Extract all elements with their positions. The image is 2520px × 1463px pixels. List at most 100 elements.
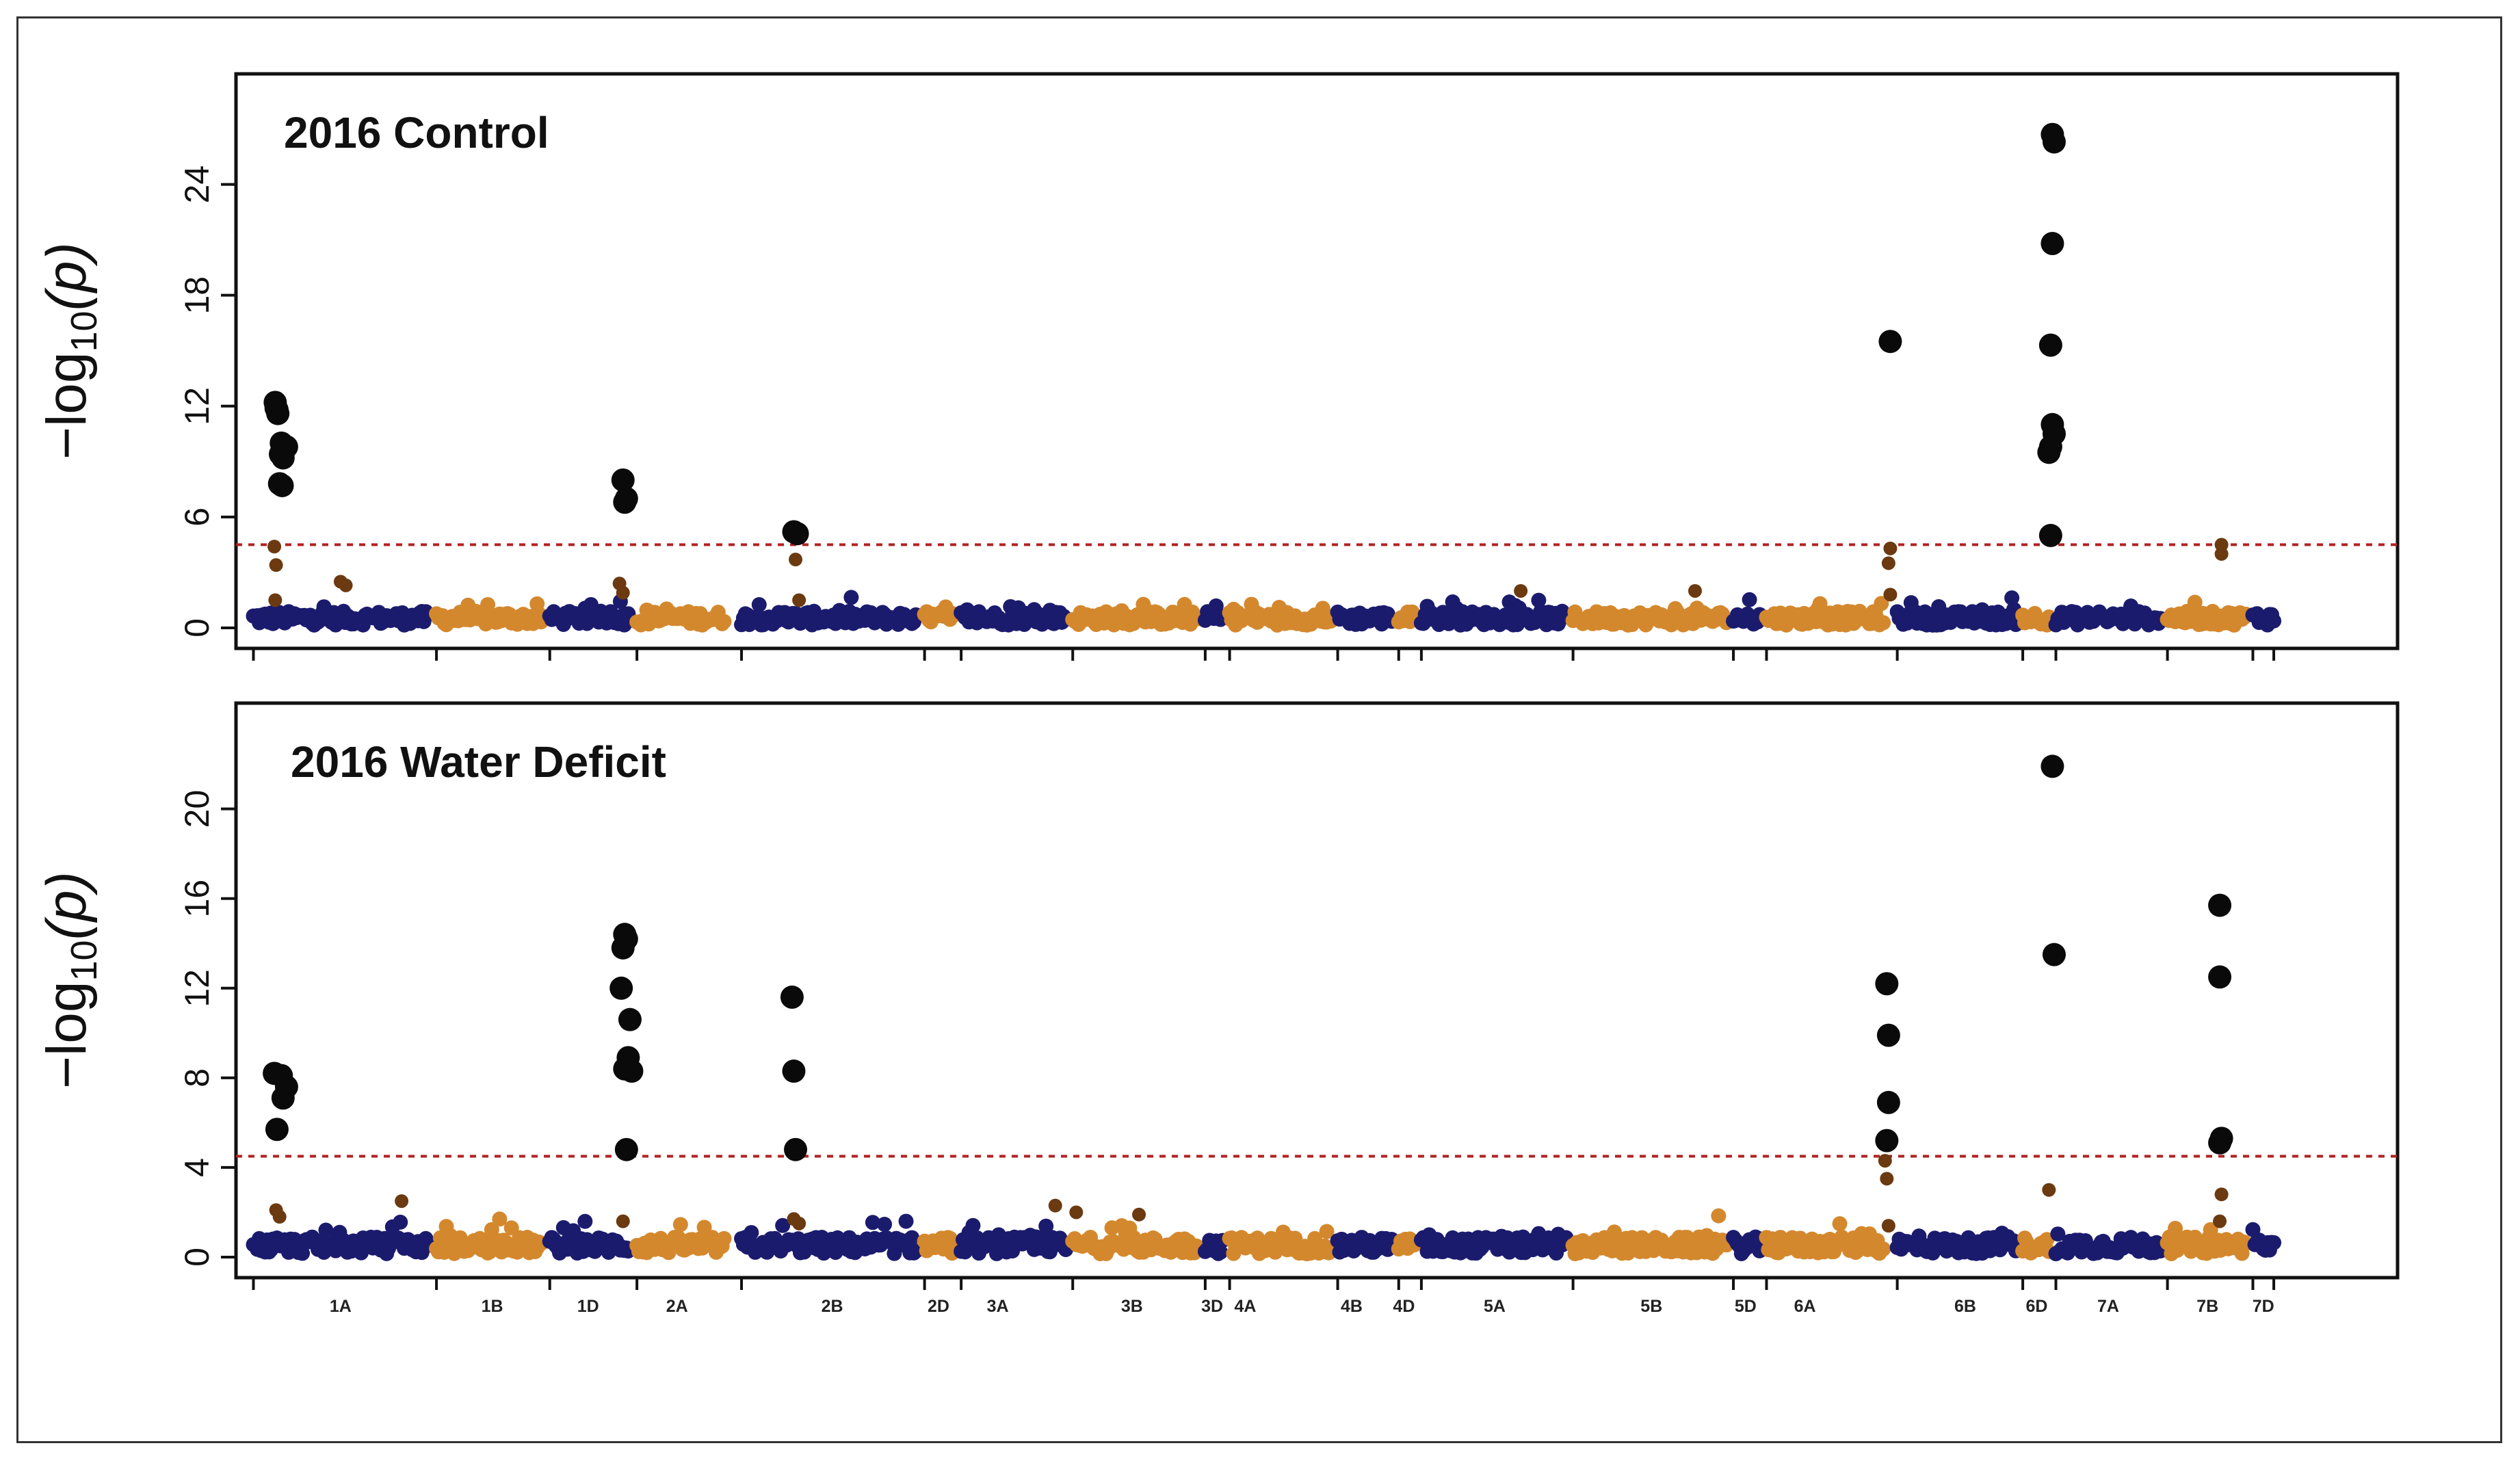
chromosome-label: 6A (1794, 1297, 1816, 1316)
chromosome-label: 7A (2097, 1297, 2119, 1316)
chromosome-label: 1B (482, 1297, 503, 1316)
snp-point (2050, 1226, 2066, 1242)
snp-point (1213, 1244, 1229, 1260)
snp-point-significant (780, 985, 804, 1009)
snp-point (492, 1211, 508, 1227)
snp-point-medium (792, 1216, 806, 1230)
y-tick-label: 16 (178, 880, 216, 918)
snp-point-significant (2208, 1131, 2232, 1155)
snp-point-medium (2214, 546, 2229, 561)
snp-point-significant (613, 490, 637, 514)
snp-point (295, 1245, 311, 1261)
snp-point (898, 1213, 914, 1229)
snp-point (904, 1230, 920, 1245)
snp-point-significant (270, 473, 294, 497)
snp-point-significant (265, 1118, 289, 1142)
snp-point-significant (785, 522, 809, 546)
snp-point-medium (616, 585, 630, 600)
snp-point-significant (1875, 1129, 1899, 1152)
snp-point (2266, 613, 2282, 629)
snp-point-significant (2042, 943, 2066, 966)
snp-point-medium (616, 1214, 630, 1228)
y-axis-label: −log10(p) (36, 871, 105, 1089)
y-tick-label: 8 (178, 1068, 216, 1088)
snp-point-significant (271, 1086, 295, 1110)
snp-point (1038, 1218, 1054, 1234)
snp-point (843, 590, 859, 605)
snp-point (865, 1215, 880, 1230)
snp-point-significant (268, 443, 292, 466)
snp-point-medium (339, 578, 353, 592)
snp-point-medium (1048, 1198, 1062, 1213)
chromosome-label: 5B (1640, 1297, 1662, 1316)
y-axis-label: −log10(p) (36, 242, 105, 460)
snp-point (393, 1214, 408, 1230)
snp-point-medium (1069, 1205, 1084, 1220)
chromosome-label: 1A (330, 1297, 352, 1316)
snp-point-significant (1876, 1090, 1900, 1114)
snp-point (1832, 1216, 1848, 1232)
snp-point-significant (620, 1059, 644, 1083)
snp-point-significant (609, 976, 633, 1000)
background-points (246, 590, 2282, 633)
snp-point (672, 1217, 688, 1233)
snp-point-medium (395, 1194, 409, 1209)
chromosome-label: 6B (1954, 1297, 1976, 1316)
chromosome-label: 4A (1235, 1297, 1257, 1316)
snp-point (716, 614, 732, 629)
panel-border (234, 701, 2400, 1280)
snp-point (1812, 596, 1828, 611)
y-tick-label: 6 (178, 508, 216, 527)
snp-point (1742, 592, 1757, 607)
snp-point (965, 1217, 981, 1233)
snp-point-significant (2038, 523, 2062, 547)
chromosome-label: 7D (2253, 1297, 2274, 1316)
chromosome-label: 1D (577, 1297, 599, 1316)
snp-point-medium (792, 593, 806, 607)
snp-point-significant (1876, 1023, 1900, 1047)
snp-point-medium (2042, 1183, 2056, 1197)
y-tick-label: 12 (178, 969, 216, 1007)
snp-point (744, 1225, 759, 1241)
snp-point-medium (1881, 556, 1895, 570)
snp-point (318, 1222, 334, 1238)
chromosome-label: 6D (2025, 1297, 2047, 1316)
snp-point-medium (1688, 583, 1702, 598)
snp-point-significant (2037, 440, 2061, 464)
y-tick-label: 18 (178, 276, 216, 315)
snp-point (2266, 1235, 2282, 1250)
snp-point-significant (614, 1137, 638, 1161)
chromosome-label: 2B (822, 1297, 843, 1316)
snp-point-significant (611, 936, 635, 960)
snp-point-significant (2040, 232, 2064, 256)
snp-point-medium (2214, 1187, 2229, 1202)
y-tick-label: 0 (178, 618, 216, 637)
snp-point-medium (1883, 541, 1898, 555)
snp-point-significant (782, 1059, 806, 1083)
snp-point-medium (1514, 583, 1528, 598)
snp-point (1319, 1224, 1335, 1239)
chromosome-label: 5A (1484, 1297, 1506, 1316)
y-tick-label: 24 (178, 166, 216, 204)
snp-point-significant (611, 468, 635, 492)
chromosome-label: 7B (2196, 1297, 2218, 1316)
snp-point-significant (264, 396, 288, 420)
panel-2016-water-deficit: 0 4 8 12 16 20 −log10(p) 2016 Water Deficit (36, 701, 2400, 1290)
snp-point-medium (1880, 1172, 1894, 1186)
y-tick-label: 0 (178, 1248, 216, 1267)
snp-point (577, 1213, 593, 1229)
panel-border (234, 72, 2400, 650)
y-tick-label: 4 (178, 1158, 216, 1177)
panel-title: 2016 Water Deficit (291, 737, 666, 787)
chromosome-label: 4D (1393, 1297, 1415, 1316)
snp-point-significant (784, 1137, 808, 1161)
snp-point-significant (2042, 130, 2066, 154)
snp-point-medium (272, 1210, 287, 1224)
snp-point-medium (267, 540, 282, 554)
snp-point-medium (1878, 1154, 1892, 1168)
panel-2016-control: 0 6 12 18 24 −log10(p) 2016 Control (36, 72, 2400, 661)
snp-point (877, 1217, 893, 1233)
snp-point (716, 1230, 732, 1246)
y-tick-label: 20 (178, 790, 216, 828)
